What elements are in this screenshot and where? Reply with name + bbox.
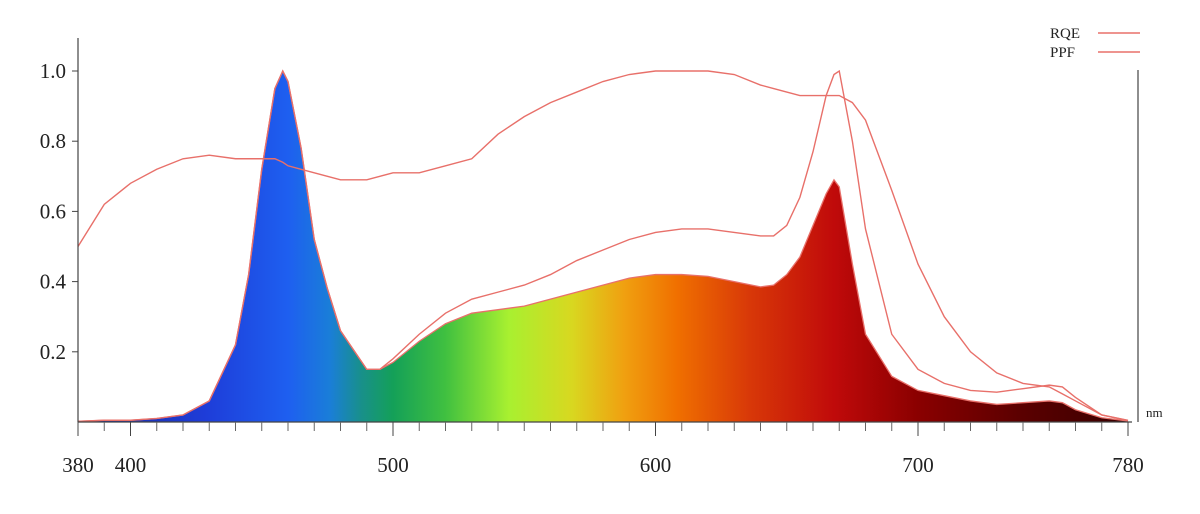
series-line [77, 70, 1129, 421]
y-tick-label: 0.4 [40, 270, 67, 294]
spectrum-area [78, 71, 1128, 422]
x-unit: nm [1146, 405, 1163, 420]
legend-label: PPF [1050, 45, 1075, 61]
x-tick-label: 600 [640, 453, 672, 477]
legend-label: RQE [1050, 26, 1080, 42]
y-tick-label: 0.2 [40, 340, 66, 364]
x-tick-label: 380 [62, 453, 94, 477]
y-tick-label: 0.6 [40, 199, 66, 223]
series-line [77, 69, 1129, 422]
plot-area [77, 69, 1129, 422]
x-tick-label: 500 [377, 453, 409, 477]
x-tick-label: 780 [1112, 453, 1144, 477]
y-tick-label: 0.8 [40, 129, 66, 153]
x-tick-label: 700 [902, 453, 934, 477]
y-tick-label: 1.0 [40, 59, 66, 83]
x-tick-label: 400 [115, 453, 147, 477]
